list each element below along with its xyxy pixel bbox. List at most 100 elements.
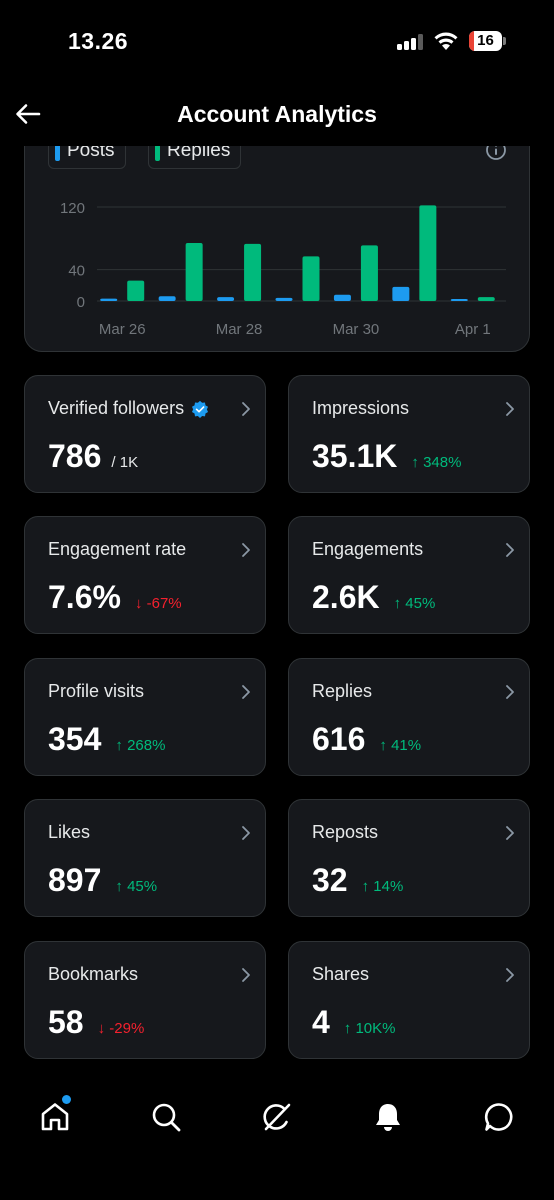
y-tick-label: 40 [68,263,85,280]
posts-bar [392,286,410,301]
metric-value: 58 [48,1004,84,1040]
metric-change-value: -67% [146,595,182,612]
chevron-right-icon [242,826,250,840]
metric-label-text: Profile visits [48,681,145,701]
metric-label: Verified followers [48,398,209,419]
metric-label-text: Reposts [312,822,379,842]
metric-card-replies[interactable]: Replies 616 ↑ 41% [288,658,530,776]
metric-value-row: 354 ↑ 268% [48,721,165,758]
arrow-down-icon: ↓ [134,595,147,612]
arrow-up-icon: ↑ [343,1020,356,1037]
metric-value-row: 7.6% ↓ -67% [48,579,182,616]
bottom-navigation [0,1082,554,1200]
bell-icon[interactable] [371,1100,405,1134]
metric-value-row: 58 ↓ -29% [48,1004,144,1041]
metric-card-verified-followers[interactable]: Verified followers 786 / 1K [24,375,266,493]
metric-label-text: Verified followers [48,398,185,418]
posts-bar [333,294,351,301]
metric-value-row: 2.6K ↑ 45% [312,579,435,616]
metric-card-reposts[interactable]: Reposts 32 ↑ 14% [288,799,530,917]
replies-bar [185,243,203,301]
metric-card-profile-visits[interactable]: Profile visits 354 ↑ 268% [24,658,266,776]
replies-bar [419,205,437,301]
search-icon[interactable] [149,1100,183,1134]
posts-bar [217,297,235,301]
posts-bar [100,298,118,301]
metric-label: Likes [48,822,90,843]
metric-value: 786 [48,438,102,474]
arrow-up-icon: ↑ [411,454,424,471]
metric-value-row: 32 ↑ 14% [312,862,403,899]
metric-value: 4 [312,1004,330,1040]
metric-value: 32 [312,862,348,898]
metric-change: ↓ -67% [135,595,182,612]
metric-value-row: 4 ↑ 10K% [312,1004,396,1041]
status-time: 13.26 [68,28,129,54]
page-title: Account Analytics [177,101,377,127]
metric-value-row: 897 ↑ 45% [48,862,157,899]
arrow-down-icon: ↓ [97,1020,110,1037]
message-icon[interactable] [482,1100,516,1134]
chevron-right-icon [506,402,514,416]
metric-change-value: 45% [127,878,158,895]
chevron-right-icon [506,685,514,699]
metric-change-value: 45% [405,595,436,612]
metric-card-bookmarks[interactable]: Bookmarks 58 ↓ -29% [24,941,266,1059]
metric-label: Engagement rate [48,539,186,560]
replies-bar [360,245,378,301]
metric-card-engagements[interactable]: Engagements 2.6K ↑ 45% [288,516,530,634]
metric-card-likes[interactable]: Likes 897 ↑ 45% [24,799,266,917]
metric-value: 7.6% [48,579,121,615]
metric-value: 2.6K [312,579,380,615]
metric-label-text: Replies [312,681,373,701]
arrow-up-icon: ↑ [115,878,128,895]
arrow-up-icon: ↑ [361,878,374,895]
battery-level-text: 16 [477,32,494,49]
metric-label: Bookmarks [48,964,138,985]
metric-change-value: 10K% [355,1020,396,1037]
activity-bar-chart: 120 40 0 Mar 26 Mar 28 Mar 30 Apr 1 [60,200,506,338]
metric-change: ↑ 268% [115,737,165,754]
metric-change: ↑ 14% [362,878,404,895]
metric-value-row: 786 / 1K [48,438,138,475]
metric-label: Profile visits [48,681,144,702]
x-tick-label: Mar 26 [99,321,146,338]
arrow-up-icon: ↑ [379,737,392,754]
home-icon[interactable] [38,1100,72,1134]
metric-label-text: Engagement rate [48,539,187,559]
chevron-right-icon [506,826,514,840]
grok-icon[interactable] [260,1100,294,1134]
replies-bar [302,256,320,301]
x-tick-label: Mar 28 [216,321,263,338]
metric-change: ↑ 41% [379,737,421,754]
metric-change-value: 268% [127,737,166,754]
metric-value: 616 [312,721,366,757]
back-arrow-icon[interactable] [14,100,42,128]
metric-card-engagement-rate[interactable]: Engagement rate 7.6% ↓ -67% [24,516,266,634]
home-notification-dot [62,1095,71,1104]
metric-card-shares[interactable]: Shares 4 ↑ 10K% [288,941,530,1059]
metric-label-text: Engagements [312,539,424,559]
replies-bar [477,297,495,301]
metric-label: Impressions [312,398,409,419]
metric-value: 35.1K [312,438,398,474]
legend-replies-swatch [155,141,160,161]
y-tick-label: 120 [60,200,85,217]
metric-change-value: 41% [391,737,422,754]
metric-card-impressions[interactable]: Impressions 35.1K ↑ 348% [288,375,530,493]
top-app-bar: Account Analytics [0,84,554,146]
battery-icon: 16 [469,31,506,51]
legend-posts-swatch [55,141,60,161]
metric-label-text: Impressions [312,398,410,418]
metric-value: 354 [48,721,102,757]
chevron-right-icon [506,968,514,982]
arrow-up-icon: ↑ [393,595,406,612]
metric-change: ↑ 348% [411,454,461,471]
metric-label: Reposts [312,822,378,843]
metric-label: Shares [312,964,369,985]
arrow-up-icon: ↑ [115,737,128,754]
verified-badge-icon [192,400,209,418]
chevron-right-icon [242,402,250,416]
metric-label-text: Bookmarks [48,964,139,984]
metric-value-row: 35.1K ↑ 348% [312,438,461,475]
